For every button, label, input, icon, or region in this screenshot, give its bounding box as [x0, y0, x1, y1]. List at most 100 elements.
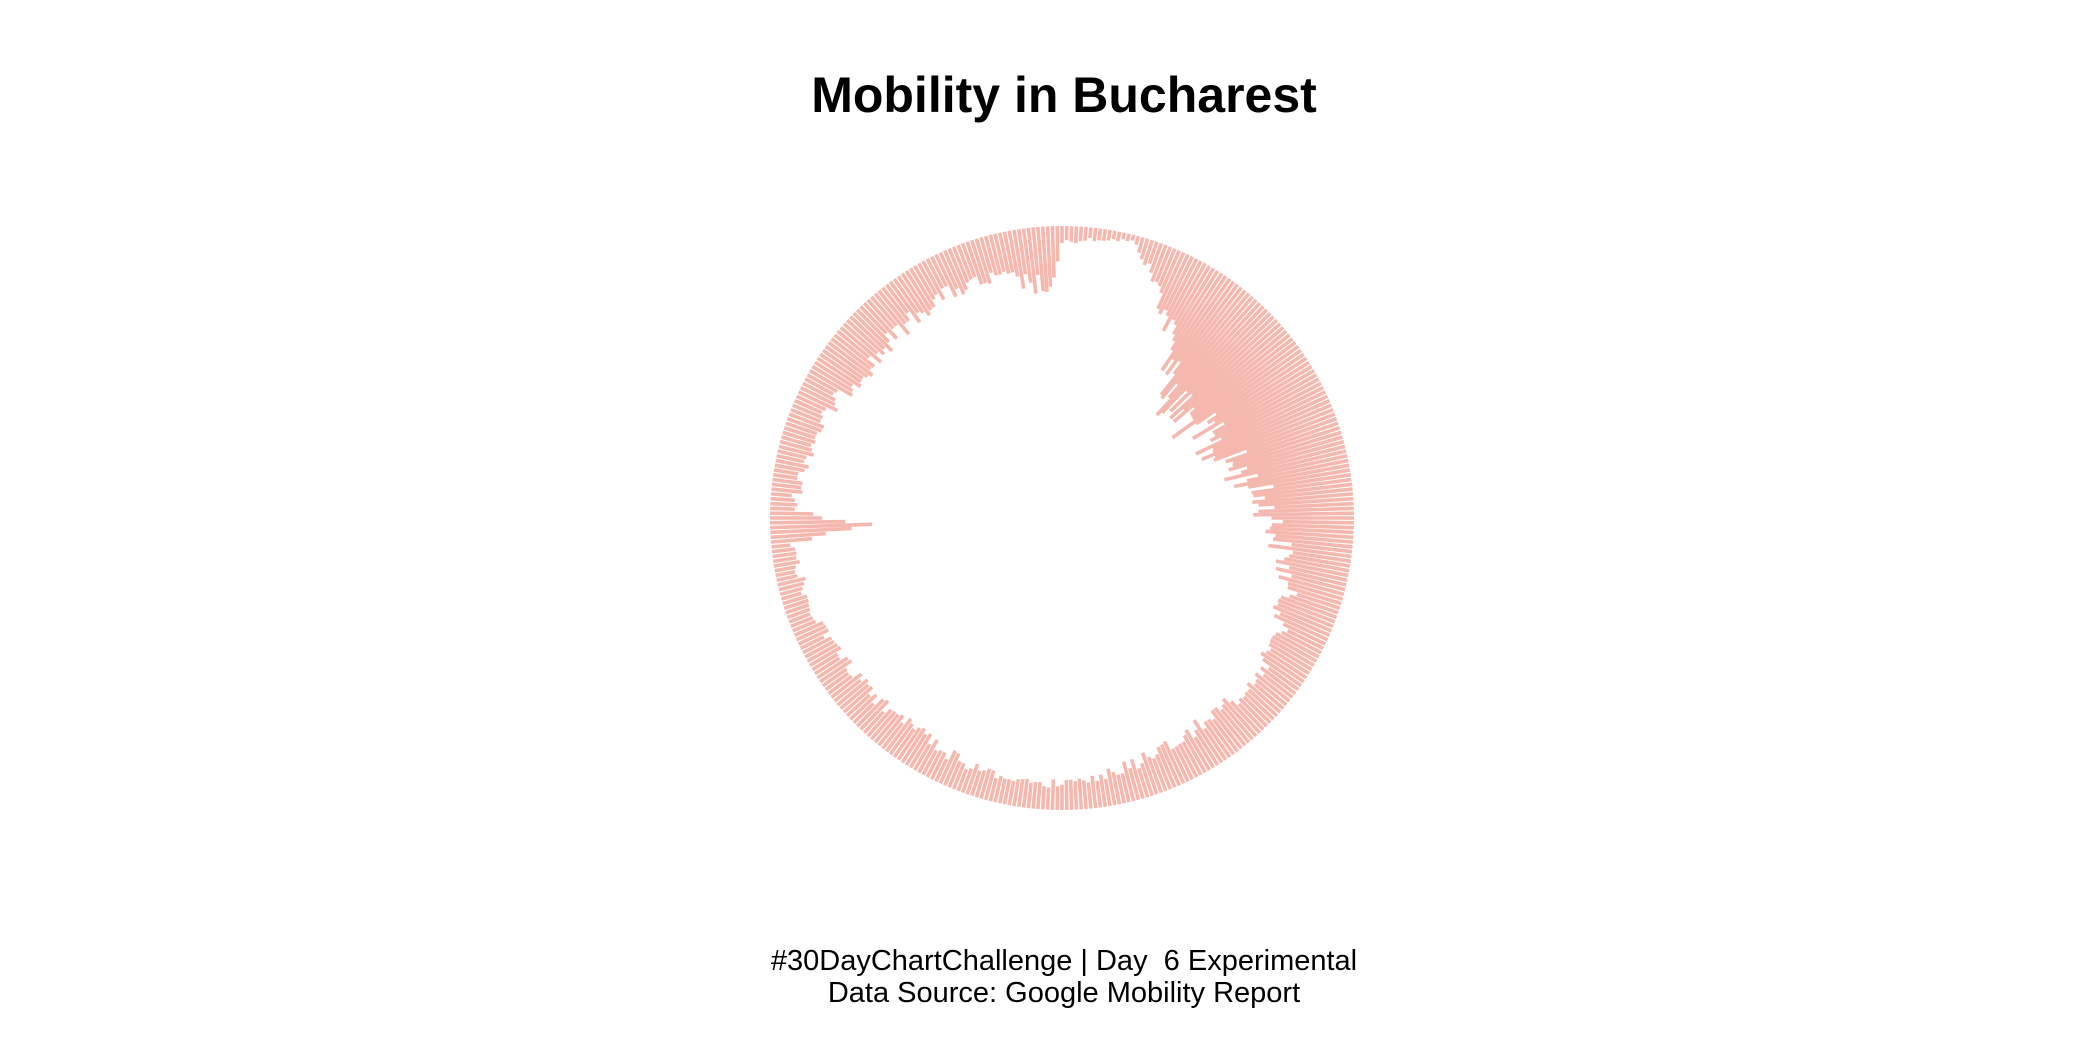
bar — [775, 569, 796, 578]
bar — [1064, 780, 1069, 810]
bar — [782, 430, 816, 445]
bar — [770, 526, 852, 535]
bar — [1255, 678, 1288, 707]
bar — [892, 727, 916, 759]
bar — [816, 656, 849, 680]
bar — [925, 749, 943, 778]
bar — [1137, 767, 1150, 798]
bar — [1111, 230, 1117, 240]
bar — [947, 760, 962, 789]
bar — [1120, 772, 1131, 803]
bar — [1097, 228, 1103, 241]
bar — [1157, 247, 1177, 287]
bar — [1169, 311, 1272, 413]
bar — [785, 421, 818, 436]
bar — [1273, 613, 1329, 642]
bar — [1171, 344, 1300, 440]
bar — [770, 522, 873, 530]
bar — [1289, 594, 1339, 615]
bar — [938, 750, 957, 785]
bar — [806, 642, 839, 663]
bar — [1125, 233, 1131, 242]
bar — [1273, 472, 1352, 489]
bar — [1286, 628, 1325, 651]
bar — [1154, 753, 1173, 790]
bar — [799, 385, 836, 407]
bar — [797, 390, 839, 413]
bar — [782, 594, 808, 606]
bar — [956, 244, 973, 281]
bar — [776, 574, 798, 583]
bar — [900, 272, 931, 317]
bar — [1021, 228, 1033, 284]
bar — [1275, 566, 1347, 587]
bar — [1212, 373, 1318, 435]
bar — [1140, 752, 1159, 795]
bar — [774, 565, 797, 573]
bar — [1139, 762, 1154, 797]
bar — [965, 241, 984, 285]
bar — [1068, 779, 1074, 810]
bar — [839, 683, 870, 710]
bar — [1203, 727, 1228, 761]
bar — [1116, 774, 1127, 804]
bar — [1254, 672, 1291, 703]
bar — [1139, 238, 1150, 260]
bar — [974, 769, 987, 798]
bar — [855, 698, 885, 728]
bar — [788, 612, 811, 624]
bar — [1050, 226, 1056, 278]
bar — [779, 439, 813, 452]
bar — [1045, 787, 1051, 810]
bar — [1192, 719, 1224, 764]
bar — [1164, 280, 1236, 376]
bar — [1101, 228, 1108, 242]
bar — [1246, 416, 1338, 453]
bar — [925, 258, 945, 290]
bar — [1292, 550, 1352, 564]
bar — [770, 519, 846, 525]
bar — [859, 305, 888, 335]
bar — [855, 308, 891, 344]
bar — [852, 702, 875, 725]
bar — [917, 262, 938, 296]
bar — [1160, 275, 1228, 372]
bar — [791, 403, 824, 420]
bar — [988, 777, 998, 802]
bar — [870, 295, 898, 327]
bar — [813, 360, 854, 388]
bar — [1189, 333, 1291, 416]
bar — [983, 235, 998, 276]
bar — [934, 253, 958, 298]
bar — [1268, 543, 1352, 559]
bar — [1280, 595, 1338, 620]
bar — [1174, 745, 1195, 781]
bar — [1277, 602, 1334, 629]
bar — [802, 381, 836, 402]
bar — [921, 749, 938, 776]
bar — [1150, 244, 1168, 283]
bar — [1262, 673, 1294, 699]
bar — [1088, 227, 1093, 239]
bar — [913, 265, 936, 301]
bar — [1073, 226, 1079, 244]
bar — [956, 768, 969, 792]
bar — [1165, 258, 1199, 317]
bar — [934, 758, 949, 783]
bar — [1190, 315, 1275, 396]
bar — [938, 251, 959, 290]
bar — [1045, 226, 1053, 287]
bar — [1036, 226, 1045, 292]
bar — [1007, 230, 1020, 277]
bar — [965, 763, 980, 795]
bar — [793, 399, 823, 415]
bar — [947, 247, 969, 291]
bar — [1155, 301, 1262, 417]
bar — [1278, 574, 1345, 597]
bar — [979, 768, 992, 800]
bar — [1214, 407, 1334, 459]
bar — [877, 714, 905, 747]
bar — [1172, 267, 1216, 336]
bar — [859, 699, 890, 731]
bar — [1244, 691, 1275, 721]
